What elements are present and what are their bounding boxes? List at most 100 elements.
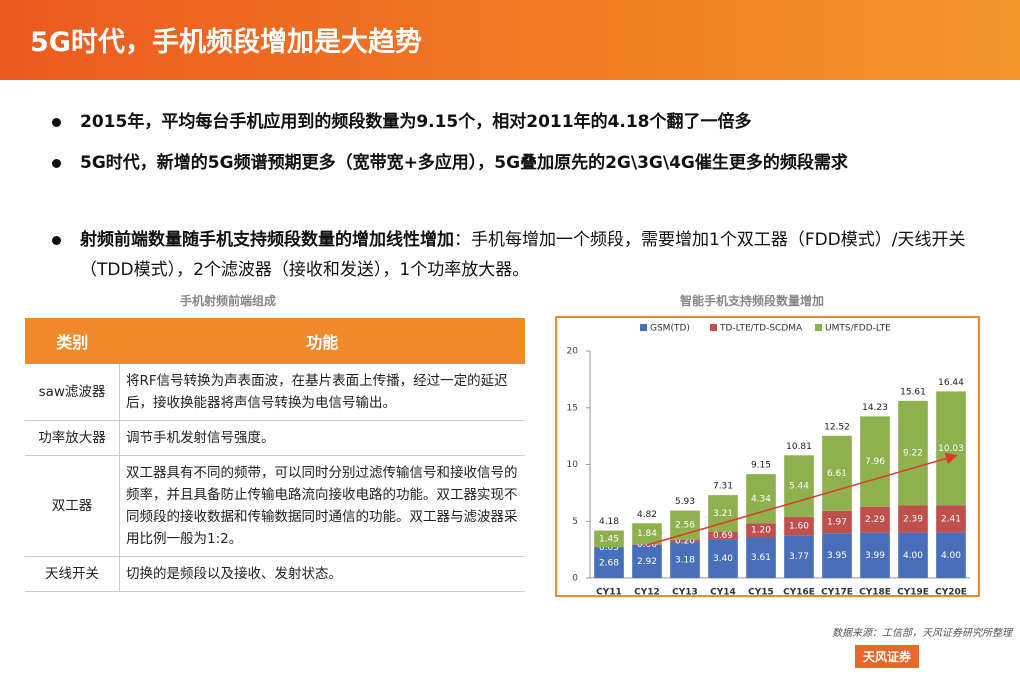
trend-arrow <box>646 452 958 546</box>
x-tick-label: CY16E <box>783 588 815 598</box>
chart-frame <box>555 316 980 597</box>
chart-title: 智能手机支持频段数量增加 <box>680 294 825 308</box>
data-label: 3.61 <box>751 553 771 563</box>
data-label: 3.99 <box>865 551 885 561</box>
bar-segment <box>784 535 814 578</box>
data-label: 4.00 <box>941 551 961 561</box>
bar-segment <box>670 541 700 578</box>
bar-segment <box>594 547 624 548</box>
bar-segment <box>898 505 928 533</box>
data-label: 3.21 <box>713 509 733 519</box>
data-label: 1.84 <box>637 529 657 539</box>
bar-segment <box>784 455 814 518</box>
data-label: 4.00 <box>903 551 923 561</box>
data-label: 1.20 <box>751 526 771 536</box>
cell: 调节手机发射信号强度。 <box>119 420 525 456</box>
data-label: 3.77 <box>789 552 809 562</box>
data-label: 0.20 <box>675 536 695 546</box>
data-label: 2.41 <box>941 514 961 524</box>
bar-segment <box>594 530 624 548</box>
bar-segment <box>708 531 738 540</box>
x-tick-label: CY12 <box>634 588 660 598</box>
data-label: 4.34 <box>751 494 771 504</box>
bar-segment <box>632 523 662 545</box>
bar-segment <box>936 505 966 533</box>
column-header: 功能 <box>119 318 525 364</box>
bar-segment <box>594 547 624 578</box>
bar-segment <box>860 416 890 507</box>
total-label: 12.52 <box>824 422 850 432</box>
total-label: 5.93 <box>675 497 695 507</box>
legend-swatch <box>640 324 647 331</box>
cell: saw滤波器 <box>25 364 120 421</box>
bullet: 射频前端数量随手机支持频段数量的增加线性增加：手机每增加一个频段，需要增加1个双… <box>52 225 982 285</box>
total-label: 4.18 <box>599 517 619 527</box>
cell: 功率放大器 <box>25 420 120 456</box>
x-tick-label: CY18E <box>859 588 891 598</box>
total-label: 16.44 <box>938 378 964 388</box>
bar-segment <box>936 532 966 578</box>
data-label: 2.92 <box>637 557 657 567</box>
data-label: 1.60 <box>789 522 809 532</box>
x-tick-label: CY13 <box>672 588 698 598</box>
data-label: 5.44 <box>789 482 809 492</box>
x-tick-label: CY20E <box>935 588 967 598</box>
data-label: 0.05 <box>599 543 619 553</box>
bar-segment <box>746 523 776 538</box>
bar-segment <box>670 539 700 542</box>
bullet-text: ：手机每增加一个频段，需要增加1个双工器（FDD模式）/天线开关（TDD模式），… <box>80 230 966 280</box>
data-label: 9.22 <box>903 449 923 459</box>
cell: 将RF信号转换为声表面波，在基片表面上传播，经过一定的延迟后，接收换能器将声信号… <box>119 364 525 421</box>
logo: 天风证券 <box>855 645 920 668</box>
x-tick-label: CY15 <box>748 588 774 598</box>
y-tick-label: 15 <box>567 403 578 413</box>
bar-segment <box>860 506 890 533</box>
x-tick-label: CY17E <box>821 588 853 598</box>
bar-segment <box>632 544 662 578</box>
cell: 双工器 <box>25 455 120 557</box>
legend-label: GSM(TD) <box>650 324 690 334</box>
total-label: 15.61 <box>900 387 926 397</box>
legend-swatch <box>710 324 717 331</box>
bullet: 2015年，平均每台手机应用到的频段数量为9.15个，相对2011年的4.18个… <box>52 107 982 137</box>
cell: 切换的是频段以及接收、发射状态。 <box>119 556 525 592</box>
total-label: 7.31 <box>713 482 733 492</box>
data-label: 1.45 <box>599 534 619 544</box>
header: 5G时代，手机频段增加是大趋势 <box>0 0 1020 80</box>
legend-label: UMTS/FDD-LTE <box>825 324 891 334</box>
bullet-text: 5G时代，新增的5G频谱预期更多（宽带宽+多应用），5G叠加原先的2G\3G\4… <box>80 153 848 173</box>
bar-segment <box>746 537 776 578</box>
bullet-bold: 射频前端数量随手机支持频段数量的增加线性增加 <box>80 230 454 250</box>
table-caption: 手机射频前端组成 <box>180 294 277 308</box>
source: 数据来源：工信部，天风证券研究所整理 <box>832 628 1012 639</box>
bar-segment <box>860 532 890 578</box>
bar-segment <box>822 533 852 578</box>
data-label: 1.97 <box>827 517 847 527</box>
bar-segment <box>822 510 852 534</box>
data-label: 3.40 <box>713 554 733 564</box>
data-label: 2.68 <box>599 558 619 568</box>
bar-segment <box>898 532 928 578</box>
total-label: 9.15 <box>751 461 771 471</box>
y-tick-label: 20 <box>567 347 579 357</box>
data-label: 2.29 <box>865 515 885 525</box>
bar-segment <box>936 391 966 506</box>
data-label: 2.39 <box>903 515 923 525</box>
bar-segment <box>822 435 852 511</box>
y-tick-label: 10 <box>567 460 579 470</box>
data-label: 7.96 <box>865 457 885 467</box>
data-label: 0.69 <box>713 531 733 541</box>
column-header: 类别 <box>25 318 120 364</box>
total-label: 10.81 <box>786 442 812 452</box>
x-tick-label: CY19E <box>897 588 929 598</box>
x-tick-label: CY11 <box>596 588 622 598</box>
data-label: 3.95 <box>827 551 847 561</box>
bar-segment <box>898 400 928 506</box>
total-label: 4.82 <box>637 510 657 520</box>
data-label: 2.56 <box>675 521 695 531</box>
table: 类别 功能 saw滤波器 将RF信号转换为声表面波，在基片表面上传播，经过一定的延迟… <box>25 318 525 592</box>
cell: 双工器具有不同的频带，可以同时分别过滤传输信号和接收信号的频率，并且具备防止传输… <box>119 455 525 557</box>
title: 5G时代，手机频段增加是大趋势 <box>30 27 422 58</box>
